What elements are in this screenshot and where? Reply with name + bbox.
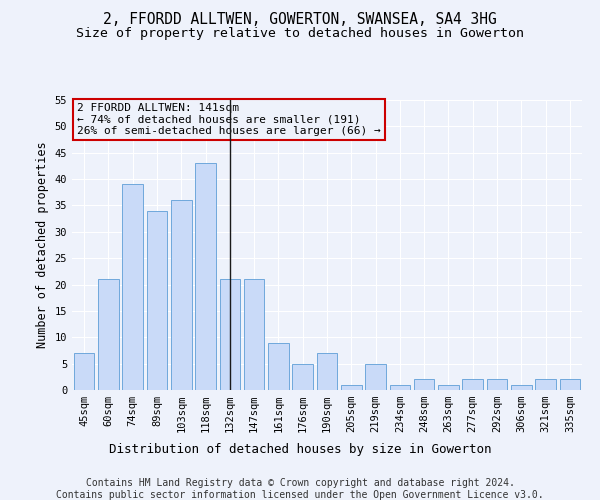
- Bar: [560, 380, 580, 390]
- Bar: [365, 364, 386, 390]
- Text: Distribution of detached houses by size in Gowerton: Distribution of detached houses by size …: [109, 442, 491, 456]
- Bar: [220, 280, 240, 390]
- Bar: [511, 384, 532, 390]
- Bar: [317, 353, 337, 390]
- Bar: [146, 210, 167, 390]
- Text: 2 FFORDD ALLTWEN: 141sqm
← 74% of detached houses are smaller (191)
26% of semi-: 2 FFORDD ALLTWEN: 141sqm ← 74% of detach…: [77, 103, 381, 136]
- Bar: [195, 164, 216, 390]
- Text: Size of property relative to detached houses in Gowerton: Size of property relative to detached ho…: [76, 28, 524, 40]
- Bar: [535, 380, 556, 390]
- Bar: [414, 380, 434, 390]
- Bar: [171, 200, 191, 390]
- Bar: [74, 353, 94, 390]
- Text: Contains public sector information licensed under the Open Government Licence v3: Contains public sector information licen…: [56, 490, 544, 500]
- Bar: [438, 384, 459, 390]
- Bar: [244, 280, 265, 390]
- Bar: [292, 364, 313, 390]
- Text: 2, FFORDD ALLTWEN, GOWERTON, SWANSEA, SA4 3HG: 2, FFORDD ALLTWEN, GOWERTON, SWANSEA, SA…: [103, 12, 497, 28]
- Bar: [341, 384, 362, 390]
- Text: Contains HM Land Registry data © Crown copyright and database right 2024.: Contains HM Land Registry data © Crown c…: [86, 478, 514, 488]
- Bar: [98, 280, 119, 390]
- Bar: [487, 380, 508, 390]
- Bar: [268, 342, 289, 390]
- Bar: [122, 184, 143, 390]
- Bar: [389, 384, 410, 390]
- Y-axis label: Number of detached properties: Number of detached properties: [36, 142, 49, 348]
- Bar: [463, 380, 483, 390]
